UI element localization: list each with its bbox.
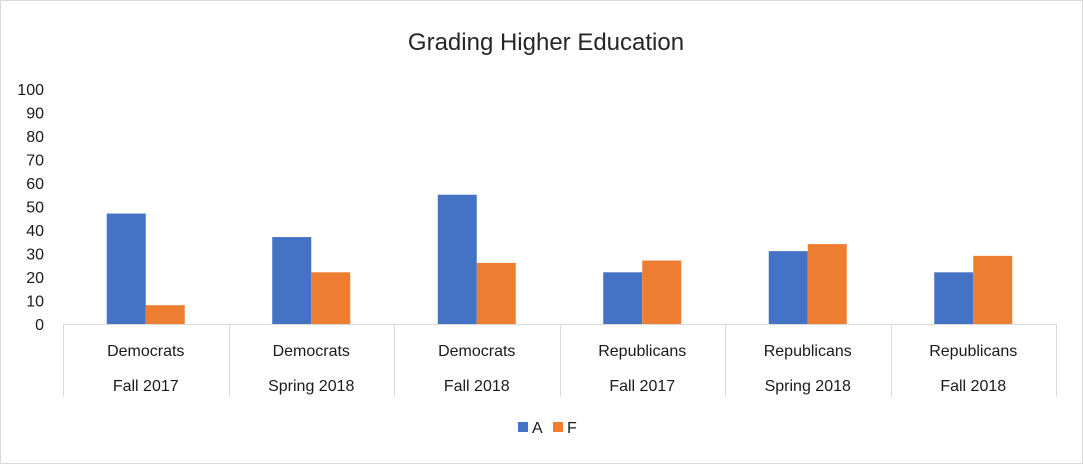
category-label-term: Fall 2018 xyxy=(940,378,1006,395)
category-label-term: Spring 2018 xyxy=(765,378,851,395)
bar-f-4 xyxy=(807,244,847,324)
bar-a-3 xyxy=(603,272,643,324)
legend-swatch-f xyxy=(553,422,563,432)
bar-a-1 xyxy=(272,237,312,324)
y-axis-ticks: 0 10 20 30 40 50 60 70 80 90 100 xyxy=(17,82,44,334)
bar-a-2 xyxy=(437,194,477,324)
y-tick-label: 10 xyxy=(26,294,44,311)
legend-label-f: F xyxy=(567,420,577,437)
category-label-party: Republicans xyxy=(764,343,852,360)
category-label-term: Spring 2018 xyxy=(268,378,354,395)
category-label-term: Fall 2017 xyxy=(609,378,675,395)
category-label-party: Democrats xyxy=(107,343,184,360)
category-label-term: Fall 2018 xyxy=(444,378,510,395)
x-axis: Democrats Fall 2017 Democrats Spring 2018 De… xyxy=(63,324,1057,397)
y-tick-label: 50 xyxy=(26,200,44,217)
bar-f-0 xyxy=(145,305,185,324)
y-tick-label: 80 xyxy=(26,129,44,146)
chart-title: Grading Higher Education xyxy=(408,29,684,56)
legend-label-a: A xyxy=(532,420,543,437)
category-label-party: Democrats xyxy=(273,343,350,360)
bar-f-2 xyxy=(476,262,516,324)
bar-f-1 xyxy=(311,272,351,324)
y-tick-label: 70 xyxy=(26,153,44,170)
category-label-term: Fall 2017 xyxy=(113,378,179,395)
bars-group xyxy=(106,194,1013,324)
category-label-party: Republicans xyxy=(598,343,686,360)
bar-a-5 xyxy=(934,272,974,324)
bar-f-3 xyxy=(642,260,682,324)
category-label-party: Democrats xyxy=(438,343,515,360)
y-tick-label: 40 xyxy=(26,223,44,240)
bar-a-4 xyxy=(768,251,808,324)
y-tick-label: 30 xyxy=(26,247,44,264)
y-tick-label: 60 xyxy=(26,176,44,193)
y-tick-label: 90 xyxy=(26,106,44,123)
bar-a-0 xyxy=(106,213,146,324)
category-label-party: Republicans xyxy=(929,343,1017,360)
y-tick-label: 0 xyxy=(35,317,44,334)
y-tick-label: 100 xyxy=(17,82,44,99)
legend-swatch-a xyxy=(518,422,528,432)
bar-f-5 xyxy=(973,255,1013,324)
y-tick-label: 20 xyxy=(26,270,44,287)
